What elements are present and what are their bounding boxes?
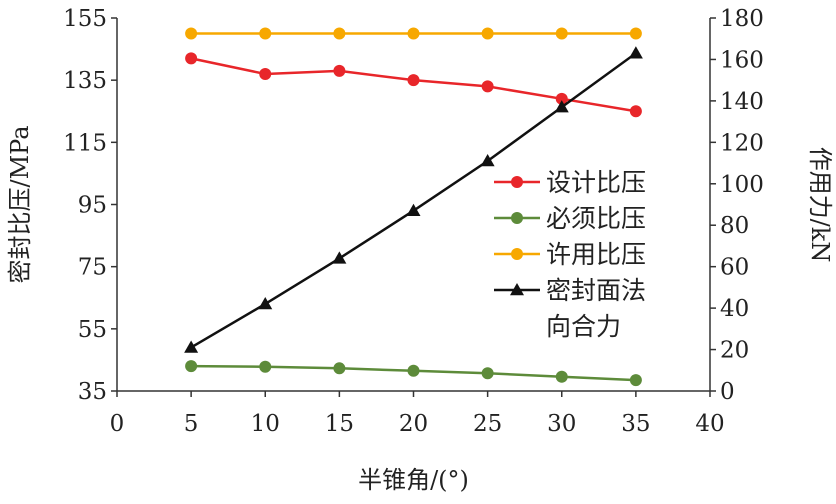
y-left-tick-label: 155 (63, 6, 107, 32)
data-point (407, 364, 420, 377)
y-right-tick-label: 60 (720, 255, 749, 281)
data-point (407, 74, 420, 87)
plot-area (184, 27, 643, 387)
y-right-tick-label: 20 (720, 338, 749, 364)
y-left-tick-label: 75 (78, 255, 107, 281)
legend-marker (511, 248, 523, 260)
data-point (332, 251, 347, 264)
x-tick-label: 10 (251, 411, 280, 437)
legend-label: 必须比压 (546, 204, 646, 233)
series-2 (185, 360, 642, 387)
data-point (554, 100, 569, 113)
x-tick-label: 20 (399, 411, 428, 437)
data-point (629, 27, 642, 40)
data-point (333, 64, 346, 77)
y-right-tick-label: 180 (720, 6, 764, 32)
data-point (481, 367, 494, 380)
x-axis-title: 半锥角/(°) (358, 466, 469, 494)
legend-entry-2: 必须比压 (494, 204, 646, 233)
y-right-tick-label: 160 (720, 47, 764, 73)
data-point (555, 27, 568, 40)
x-tick-label: 0 (110, 411, 125, 437)
data-point (259, 27, 272, 40)
legend-marker (511, 212, 523, 224)
data-point (185, 360, 198, 373)
data-point (185, 27, 198, 40)
axes (111, 17, 716, 397)
tick-labels: 0 5 10 15 20 25 30 35 40 35 55 75 95 115 135 155 0 20 40 60… (63, 6, 764, 437)
y-left-tick-label: 35 (78, 379, 107, 405)
data-point (481, 27, 494, 40)
data-point (184, 340, 199, 353)
y-right-tick-label: 80 (720, 213, 749, 239)
legend-label: 密封面法 (546, 276, 646, 305)
legend-label: 许用比压 (546, 240, 646, 269)
legend-label: 设计比压 (546, 168, 646, 197)
series-3 (185, 27, 642, 40)
series-1 (185, 52, 642, 118)
legend-label: 向合力 (546, 312, 621, 341)
x-tick-label: 15 (325, 411, 354, 437)
y-right-tick-label: 100 (720, 172, 764, 198)
data-point (555, 370, 568, 383)
data-point (480, 153, 495, 167)
legend-entry-3: 许用比压 (494, 240, 646, 269)
y-left-axis-title: 密封比压/MPa (6, 125, 34, 283)
y-right-tick-label: 40 (720, 296, 749, 322)
x-tick-label: 40 (695, 411, 724, 437)
x-tick-label: 25 (473, 411, 502, 437)
data-point (629, 374, 642, 387)
data-point (259, 67, 272, 80)
y-left-tick-label: 95 (78, 193, 107, 219)
y-left-tick-label: 115 (63, 130, 107, 156)
data-point (406, 203, 421, 216)
y-left-tick-label: 55 (78, 317, 107, 343)
x-tick-label: 35 (621, 411, 650, 437)
y-right-tick-label: 120 (720, 130, 764, 156)
data-point (333, 27, 346, 40)
data-point (481, 80, 494, 93)
y-right-tick-label: 0 (720, 379, 735, 405)
data-point (259, 360, 272, 373)
legend-marker (510, 283, 524, 296)
data-point (555, 92, 568, 105)
series-4 (184, 46, 643, 353)
legend-entry-1: 设计比压 (494, 168, 646, 197)
y-right-axis-title: 作用力/kN (806, 147, 834, 263)
data-point (629, 105, 642, 118)
x-tick-label: 30 (547, 411, 576, 437)
data-point (333, 362, 346, 375)
legend-marker (511, 176, 523, 188)
x-tick-label: 5 (184, 411, 199, 437)
axis-titles: 半锥角/(°) 密封比压/MPa 作用力/kN (6, 125, 834, 494)
data-point (258, 296, 273, 310)
y-right-tick-label: 140 (720, 89, 764, 115)
data-point (185, 52, 198, 65)
y-left-tick-label: 135 (63, 68, 107, 94)
data-point (407, 27, 420, 40)
data-point (628, 46, 643, 59)
